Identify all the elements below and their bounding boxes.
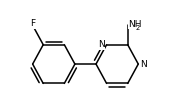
Text: 2: 2 [136, 25, 140, 31]
Text: NH: NH [129, 20, 142, 29]
Text: N: N [140, 60, 147, 69]
Text: N: N [98, 40, 105, 49]
Text: F: F [30, 19, 35, 28]
